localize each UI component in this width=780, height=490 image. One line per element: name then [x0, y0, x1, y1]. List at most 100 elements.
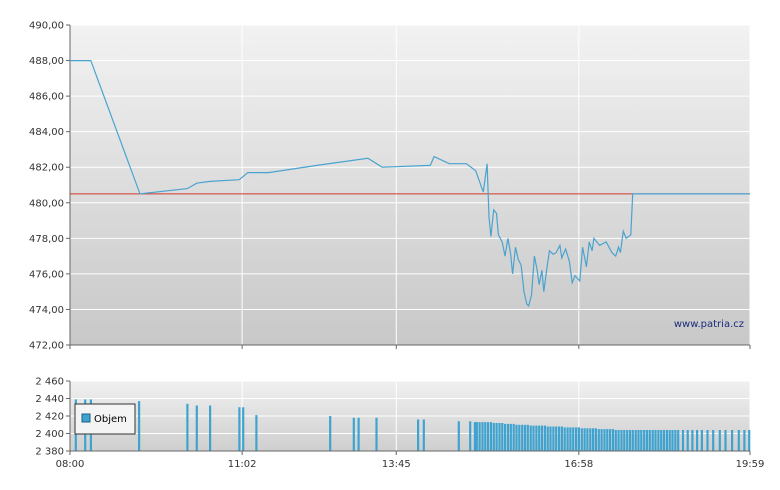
volume-bar [552, 426, 555, 451]
volume-bar [506, 423, 510, 451]
volume-bar [209, 405, 212, 451]
price-y-tick-label: 490,00 [29, 21, 64, 32]
price-y-tick-label: 488,00 [29, 56, 64, 67]
price-y-tick-label: 480,00 [29, 198, 64, 209]
volume-bar [357, 417, 360, 452]
volume-bar [696, 430, 699, 451]
volume-bar [577, 427, 580, 451]
volume-bar [422, 419, 425, 451]
volume-bar [255, 415, 258, 451]
x-tick-label: 13:45 [382, 459, 411, 470]
volume-bar [589, 428, 592, 452]
legend-swatch [81, 413, 91, 423]
volume-y-tick-label: 2 440 [35, 394, 64, 405]
volume-bar [628, 430, 632, 451]
volume-y-tick-labels: 2 380 2 400 2 420 2 440 2 460 [35, 377, 70, 458]
volume-bar [580, 428, 583, 452]
price-y-tick-label: 474,00 [29, 305, 64, 316]
price-y-tick-label: 482,00 [29, 163, 64, 174]
volume-bar [186, 403, 189, 452]
legend: Objem [74, 403, 136, 435]
volume-bar [375, 417, 378, 452]
volume-y-tick-label: 2 380 [35, 447, 64, 458]
volume-y-tick-label: 2 420 [35, 412, 64, 423]
volume-bar [569, 427, 572, 451]
volume-bar [686, 430, 689, 451]
volume-bar [504, 423, 507, 451]
volume-bar [529, 425, 532, 451]
volume-bar [748, 430, 751, 451]
volume-bar [563, 427, 566, 451]
volume-bar [583, 428, 586, 452]
volume-bar [668, 430, 671, 451]
volume-bar [620, 430, 623, 451]
volume-bar [731, 430, 734, 451]
volume-bar [651, 430, 654, 451]
volume-bar [538, 425, 541, 451]
volume-bar [138, 401, 141, 451]
price-y-tick-label: 486,00 [29, 92, 64, 103]
volume-bar [526, 424, 529, 452]
volume-bar [712, 430, 715, 451]
volume-bar [484, 422, 487, 451]
x-tick-label: 19:59 [736, 459, 765, 470]
volume-bar [609, 429, 612, 451]
volume-bar [242, 407, 245, 452]
volume-bar [617, 430, 620, 451]
price-y-tick-labels: 472,00 474,00 476,00 478,00 480,00 482,00 484,… [29, 21, 70, 352]
price-plot-background [70, 25, 750, 345]
volume-bar [501, 423, 504, 451]
volume-bar [352, 417, 355, 452]
watermark: www.patria.cz [674, 319, 744, 330]
volume-bar [662, 430, 666, 451]
volume-bar [518, 424, 521, 452]
volume-bar [487, 422, 490, 451]
volume-bar [737, 430, 740, 451]
volume-bar [549, 426, 552, 451]
volume-bar [724, 430, 727, 451]
volume-bar [473, 422, 476, 451]
price-y-tick-label: 472,00 [29, 341, 64, 352]
price-y-tick-label: 478,00 [29, 234, 64, 245]
x-tick-label: 08:00 [56, 459, 85, 470]
volume-bar [469, 421, 472, 452]
volume-bar [597, 429, 600, 451]
volume-bar [475, 422, 478, 451]
volume-bar [631, 430, 634, 451]
volume-bar [560, 426, 563, 451]
volume-bar [603, 429, 606, 451]
volume-panel: 2 380 2 400 2 420 2 440 2 460 08:00 11:02 13:4… [35, 377, 764, 471]
volume-bar [700, 430, 703, 451]
volume-bar [515, 424, 518, 452]
volume-bar [657, 430, 660, 451]
volume-bar [665, 430, 668, 451]
volume-bar [681, 430, 685, 451]
volume-y-tick-label: 2 460 [35, 377, 64, 388]
volume-bar [654, 430, 657, 451]
volume-bar [495, 423, 498, 451]
volume-bar [706, 430, 709, 451]
volume-bar [417, 419, 420, 451]
volume-bar [674, 430, 677, 451]
volume-bar [648, 430, 651, 451]
volume-bar [543, 425, 546, 451]
volume-bar [614, 430, 617, 451]
volume-bar [626, 430, 629, 451]
x-tick-label: 11:02 [228, 459, 257, 470]
volume-bar [238, 407, 241, 452]
volume-bar [509, 423, 512, 451]
volume-bar [457, 421, 460, 452]
volume-bar [566, 427, 569, 451]
price-y-tick-label: 484,00 [29, 127, 64, 138]
volume-bar [489, 422, 493, 451]
volume-bar [718, 430, 721, 451]
volume-bar [195, 405, 198, 451]
volume-bar [637, 430, 640, 451]
volume-bar [532, 425, 535, 451]
volume-bar [478, 422, 481, 451]
volume-bar [671, 430, 674, 451]
volume-bar [634, 430, 637, 451]
volume-bar [594, 428, 597, 452]
price-y-tick-label: 476,00 [29, 269, 64, 280]
